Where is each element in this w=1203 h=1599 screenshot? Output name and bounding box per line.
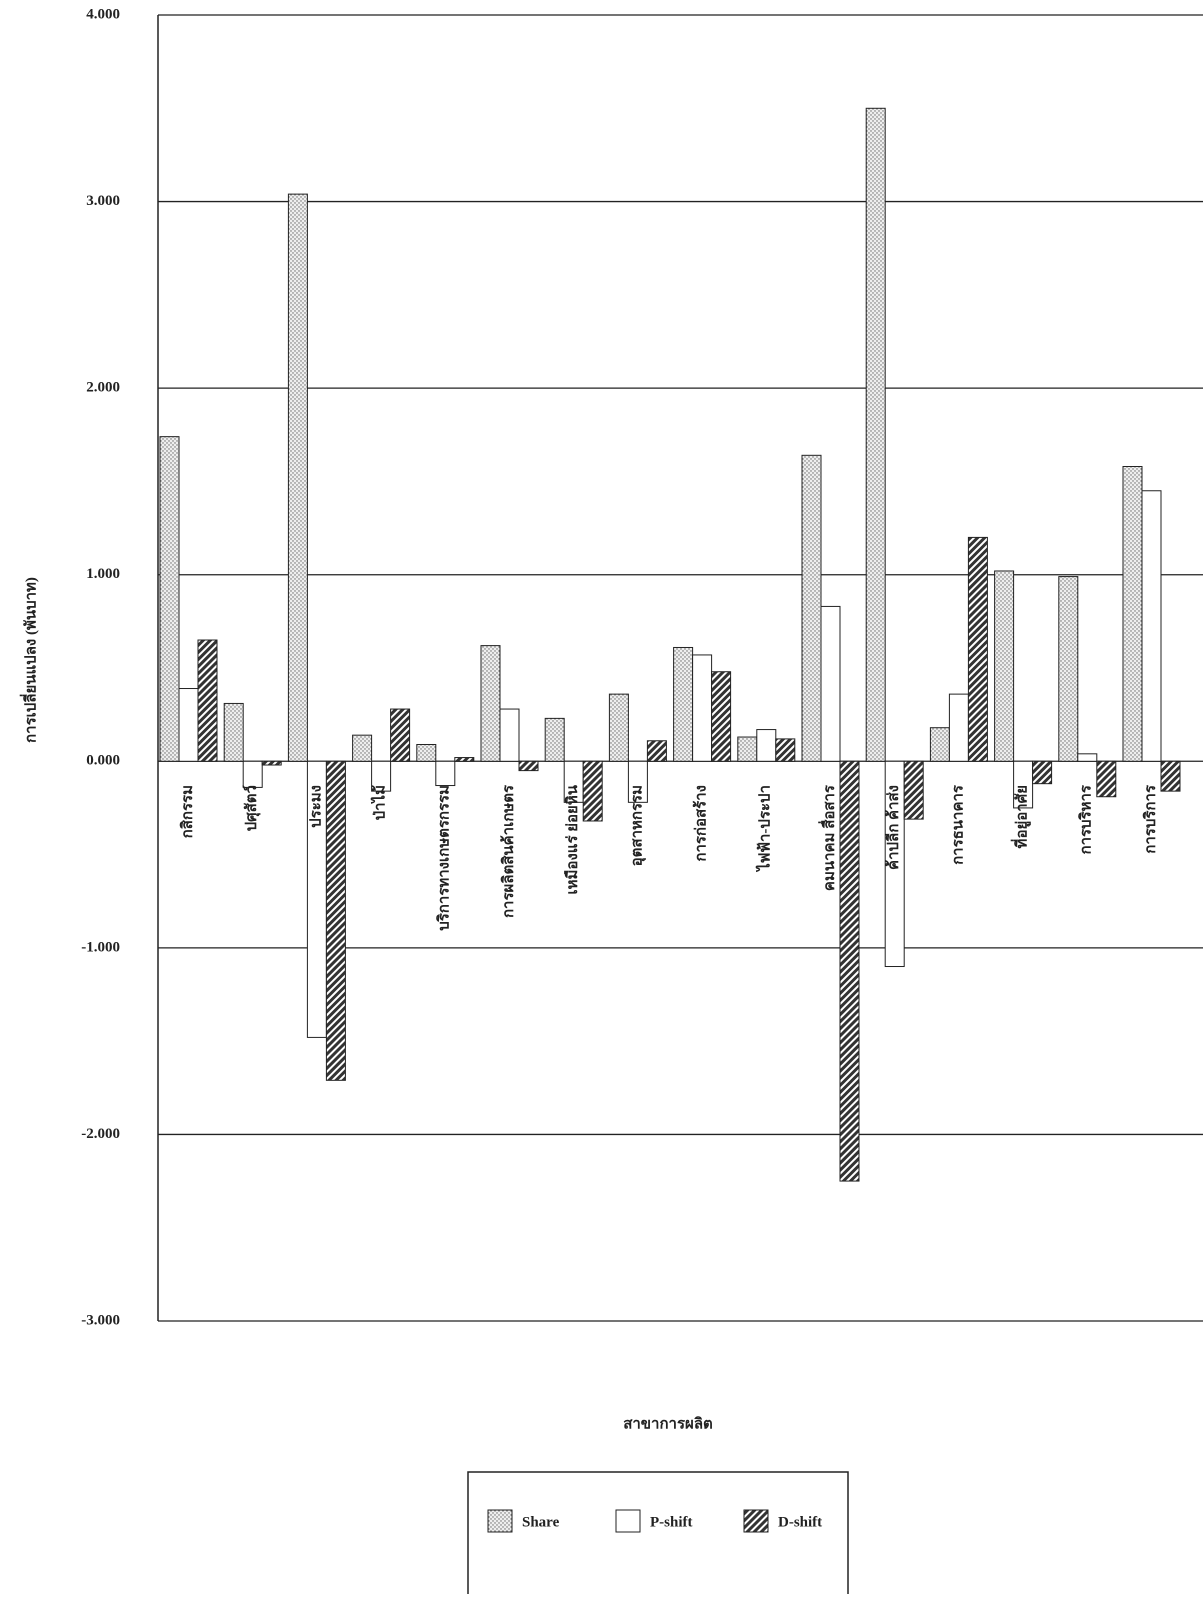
- bar: [627, 760, 648, 803]
- bar: [197, 639, 218, 762]
- bar: [1160, 760, 1181, 792]
- bar: [839, 760, 860, 1182]
- y-tick-label: 2.000: [86, 380, 120, 396]
- bar: [242, 760, 263, 788]
- x-tick-label: การผลิตสินค้าเกษตร: [499, 784, 517, 918]
- bar: [646, 740, 667, 762]
- y-tick-label: 3.000: [86, 193, 120, 209]
- x-axis-title: สาขาการผลิต: [623, 1414, 713, 1432]
- bar: [480, 645, 501, 762]
- bar: [287, 193, 308, 762]
- bar: [325, 760, 346, 1081]
- bar: [884, 760, 905, 968]
- bar: [1096, 760, 1117, 798]
- bar: [865, 107, 886, 762]
- bar: [454, 757, 475, 762]
- bar: [711, 671, 732, 762]
- x-tick-label: คมนาคม สื่อสาร: [818, 784, 838, 891]
- x-tick-label: การบริการ: [1141, 784, 1159, 854]
- legend-swatch: [615, 1509, 641, 1533]
- bar: [544, 717, 565, 762]
- bar: [1141, 490, 1162, 762]
- bar: [673, 646, 694, 762]
- bar: [903, 760, 924, 820]
- legend-swatch: [487, 1509, 513, 1533]
- bar: [1122, 466, 1143, 762]
- bar: [261, 760, 282, 766]
- bar: [582, 760, 603, 822]
- x-tick-label: ที่อยู่อาศัย: [1011, 785, 1032, 848]
- x-tick-label: การก่อสร้าง: [693, 785, 710, 862]
- x-tick-label: การธนาคาร: [950, 784, 966, 865]
- y-tick-label: -2.000: [81, 1126, 120, 1142]
- bar: [390, 708, 411, 762]
- bar: [1013, 760, 1034, 809]
- bar: [994, 570, 1015, 762]
- x-tick-label: กสิกรรม: [178, 785, 196, 838]
- y-tick-label: 4.000: [86, 6, 120, 22]
- bar: [608, 693, 629, 762]
- y-tick-label: 1.000: [86, 566, 120, 582]
- bar: [692, 654, 713, 762]
- x-tick-label: เหมืองแร่ ย่อยหิน: [563, 784, 581, 894]
- bar: [929, 727, 950, 762]
- bar: [1077, 753, 1098, 762]
- bar: [756, 729, 777, 762]
- x-tick-label: การบริหาร: [1077, 784, 1095, 854]
- bar: [416, 743, 437, 762]
- bar: [801, 454, 822, 762]
- y-tick-label: 0.000: [86, 753, 120, 769]
- bar: [178, 688, 199, 762]
- y-tick-label: -1.000: [81, 939, 120, 955]
- bar: [1058, 576, 1079, 762]
- bar: [159, 436, 180, 762]
- x-tick-label: ค้าปลีก ค้าส่ง: [885, 785, 902, 870]
- x-tick-label: อุตสาหกรรม: [629, 785, 646, 866]
- bar: [967, 536, 988, 762]
- bar: [499, 708, 520, 762]
- legend-label: D-shift: [778, 1514, 822, 1530]
- legend-label: Share: [522, 1514, 560, 1530]
- x-tick-label: ปศุสัตว์: [242, 785, 261, 831]
- bar: [948, 693, 969, 762]
- bar: [1032, 760, 1053, 785]
- bar: [223, 702, 244, 762]
- y-axis-title: การเปลี่ยนแปลง (พันบาท): [19, 577, 39, 743]
- bar: [775, 738, 796, 762]
- legend-swatch: [743, 1509, 769, 1533]
- bar: [737, 736, 758, 762]
- bar: [371, 760, 392, 792]
- x-tick-label: ประมง: [308, 785, 324, 828]
- bar: [518, 760, 539, 772]
- bar: [352, 734, 373, 762]
- x-tick-label: บริการทางเกษตรกรรม: [435, 785, 453, 931]
- legend-label: P-shift: [650, 1514, 693, 1530]
- x-tick-label: ไฟฟ้า-ประปา: [755, 785, 774, 873]
- bar: [820, 605, 841, 762]
- legend-box: [467, 1471, 849, 1599]
- y-tick-label: -3.000: [81, 1312, 120, 1328]
- bar: [435, 760, 456, 787]
- x-tick-label: ป่าไม้: [370, 785, 389, 820]
